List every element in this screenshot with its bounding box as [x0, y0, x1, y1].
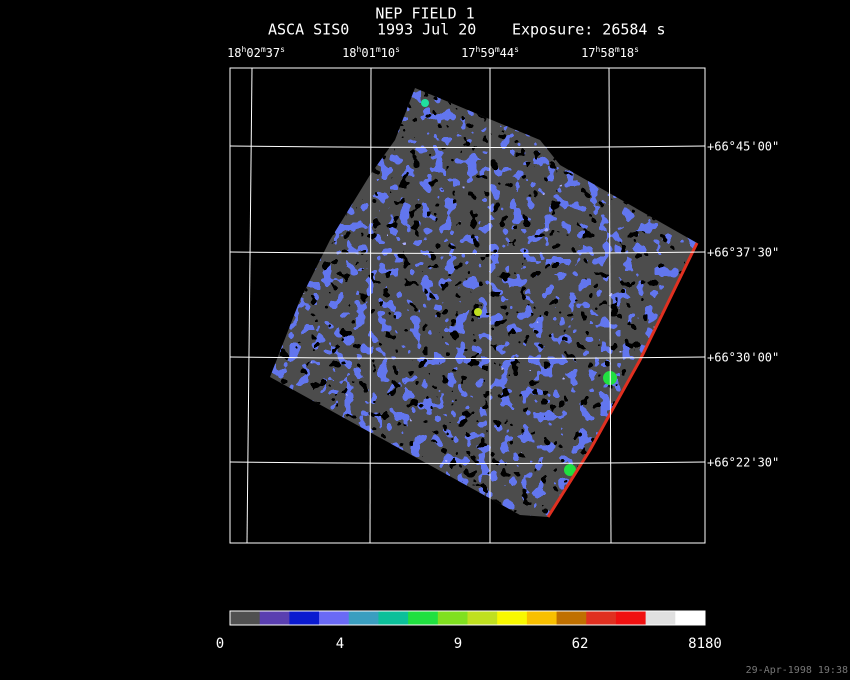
colorbar-label: 62: [572, 636, 589, 652]
colorbar-label: 4: [336, 636, 344, 652]
ra-unit: h: [476, 45, 481, 54]
ra-value: 01: [361, 46, 375, 60]
colorbar-segment: [319, 611, 350, 625]
edge-highlight: [546, 242, 699, 518]
colorbar-segment: [408, 611, 439, 625]
ra-unit: m: [615, 45, 620, 54]
ra-value: 37: [266, 46, 280, 60]
ra-label: 18h01m10s: [342, 45, 400, 60]
ra-value: 58: [600, 46, 614, 60]
colorbar-segment: [259, 611, 290, 625]
ra-grid-line: [369, 67, 372, 544]
ra-label: 18h02m37s: [227, 45, 285, 60]
ra-value: 02: [246, 46, 260, 60]
frame: [229, 67, 706, 544]
exposure: Exposure: 26584 s: [512, 21, 666, 39]
dec-label: +66°45'00": [707, 140, 779, 154]
colorbar-segment: [586, 611, 617, 625]
ra-unit: h: [357, 45, 362, 54]
ra-value: 10: [381, 46, 395, 60]
title: NEP FIELD 1: [375, 5, 474, 23]
colorbar-label: 8180: [688, 636, 722, 652]
dec-label: +66°30'00": [707, 351, 779, 365]
ra-value: 44: [500, 46, 514, 60]
colorbar-segment: [615, 611, 647, 625]
ra-value: 18: [620, 46, 634, 60]
instrument: ASCA SIS0: [268, 21, 349, 39]
dec-label: +66°37'30": [707, 246, 779, 260]
colorbar-label: 9: [454, 636, 462, 652]
ra-unit: h: [596, 45, 601, 54]
ra-unit: s: [514, 45, 519, 54]
ra-unit: s: [280, 45, 285, 54]
date: 1993 Jul 20: [377, 21, 476, 39]
dec-grid-line: [229, 461, 706, 464]
ra-label: 17h58m18s: [581, 45, 639, 60]
colorbar-segment: [348, 611, 379, 625]
colorbar: [230, 611, 706, 625]
colorbar-segment: [289, 611, 320, 625]
colorbar-segment: [467, 611, 498, 625]
ra-value: 59: [480, 46, 494, 60]
ra-unit: h: [242, 45, 247, 54]
ra-unit: s: [395, 45, 400, 54]
ra-value: 18: [342, 46, 356, 60]
ra-unit: m: [261, 45, 266, 54]
colorbar-segment: [526, 611, 558, 625]
dec-grid-line: [229, 356, 706, 359]
colorbar-segment: [437, 611, 468, 625]
dec-label: +66°22'30": [707, 456, 779, 470]
colorbar-segment: [675, 611, 706, 625]
dec-grid-line: [229, 145, 706, 148]
colorbar-segment: [497, 611, 528, 625]
colorbar-segment: [230, 611, 261, 625]
ra-value: 18: [227, 46, 241, 60]
ra-grid-line: [246, 67, 253, 544]
colorbar-frame: [229, 610, 706, 626]
ra-unit: s: [634, 45, 639, 54]
dec-grid-line: [229, 251, 706, 254]
ra-value: 17: [581, 46, 595, 60]
ra-unit: m: [376, 45, 381, 54]
colorbar-segment: [556, 611, 587, 625]
colorbar-segment: [378, 611, 409, 625]
ra-value: 17: [461, 46, 475, 60]
ra-unit: m: [495, 45, 500, 54]
ra-label: 17h59m44s: [461, 45, 519, 60]
colorbar-segment: [645, 611, 676, 625]
colorbar-label: 0: [216, 636, 224, 652]
timestamp: 29-Apr-1998 19:38: [746, 665, 848, 676]
